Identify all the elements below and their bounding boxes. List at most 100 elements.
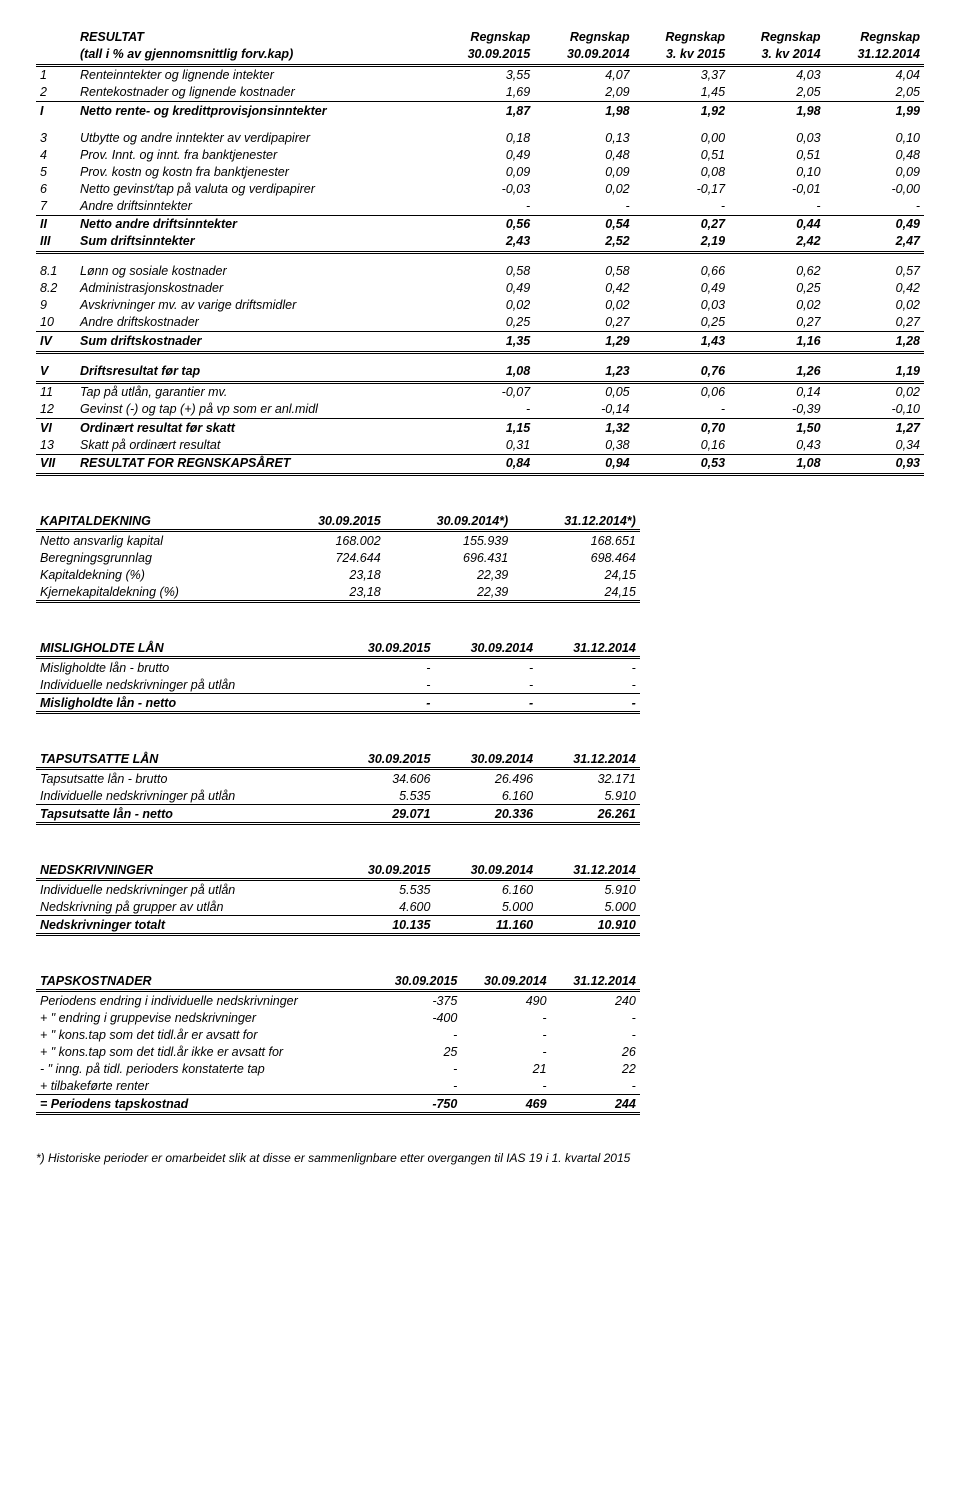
row-label: Tap på utlån, garantier mv. <box>76 382 435 401</box>
mini-value: 34.606 <box>332 769 435 788</box>
row-value: 0,18 <box>435 129 534 146</box>
row-value: 0,27 <box>729 314 824 332</box>
mini-col: 30.09.2014 <box>434 750 537 769</box>
row-value: 0,49 <box>435 146 534 163</box>
mini-value: - <box>434 694 537 713</box>
mini-value: - <box>461 1077 550 1095</box>
mini-col: 30.09.2015 <box>332 861 435 880</box>
mini-title: MISLIGHOLDTE LÅN <box>36 639 332 658</box>
mini-row: Misligholdte lån - brutto--- <box>36 658 640 677</box>
mini-label: + " kons.tap som det tidl.år er avsatt f… <box>36 1026 372 1043</box>
mini-value: - <box>551 1009 640 1026</box>
col-date: 30.09.2015 <box>435 45 534 65</box>
row-value: 0,49 <box>825 215 924 233</box>
row-value: 0,06 <box>634 382 729 401</box>
mini-label: Beregningsgrunnlag <box>36 549 272 566</box>
row-value: 4,04 <box>825 65 924 84</box>
row-index: 7 <box>36 197 76 215</box>
resultat-row: IIISum driftsinntekter2,432,522,192,422,… <box>36 233 924 253</box>
mini-table: TAPSUTSATTE LÅN30.09.201530.09.201431.12… <box>36 750 640 825</box>
mini-row: Individuelle nedskrivninger på utlån5.53… <box>36 787 640 805</box>
row-index: III <box>36 233 76 253</box>
mini-title: KAPITALDEKNING <box>36 512 272 531</box>
row-value: 1,98 <box>729 102 824 120</box>
mini-value: - <box>537 694 640 713</box>
resultat-row: 10Andre driftskostnader0,250,270,250,270… <box>36 314 924 332</box>
mini-value: 5.910 <box>537 880 640 899</box>
mini-table: KAPITALDEKNING30.09.201530.09.2014*)31.1… <box>36 512 640 603</box>
row-value: 1,28 <box>825 332 924 353</box>
mini-label: Individuelle nedskrivninger på utlån <box>36 880 332 899</box>
mini-value: 155.939 <box>385 531 513 550</box>
mini-label: Kapitaldekning (%) <box>36 566 272 583</box>
mini-row: + " kons.tap som det tidl.år er avsatt f… <box>36 1026 640 1043</box>
mini-value: 10.135 <box>332 916 435 935</box>
row-value: 0,03 <box>634 297 729 314</box>
mini-col: 31.12.2014 <box>551 972 640 991</box>
mini-row: Kapitaldekning (%)23,1822,3924,15 <box>36 566 640 583</box>
mini-col: 31.12.2014 <box>537 639 640 658</box>
mini-value: 724.644 <box>272 549 385 566</box>
mini-label: + tilbakeførte renter <box>36 1077 372 1095</box>
mini-col: 31.12.2014 <box>537 861 640 880</box>
row-value: 0,49 <box>634 280 729 297</box>
row-value: 0,54 <box>534 215 633 233</box>
row-value: 0,08 <box>634 163 729 180</box>
mini-row: Netto ansvarlig kapital168.002155.939168… <box>36 531 640 550</box>
row-label: Prov. kostn og kostn fra banktjenester <box>76 163 435 180</box>
col-date: 3. kv 2014 <box>729 45 824 65</box>
row-index: VI <box>36 419 76 437</box>
row-value: 0,02 <box>825 297 924 314</box>
mini-label: Misligholdte lån - brutto <box>36 658 332 677</box>
resultat-row: 3Utbytte og andre inntekter av verdipapi… <box>36 129 924 146</box>
resultat-subtitle: (tall i % av gjennomsnittlig forv.kap) <box>76 45 435 65</box>
row-value: 0,94 <box>534 454 633 475</box>
row-value: 0,09 <box>435 163 534 180</box>
resultat-row: 5Prov. kostn og kostn fra banktjenester0… <box>36 163 924 180</box>
mini-value: 5.535 <box>332 880 435 899</box>
mini-label: Kjernekapitaldekning (%) <box>36 583 272 602</box>
mini-value: 469 <box>461 1095 550 1114</box>
row-label: Renteinntekter og lignende intekter <box>76 65 435 84</box>
row-value: 1,45 <box>634 84 729 102</box>
resultat-row: 1Renteinntekter og lignende intekter3,55… <box>36 65 924 84</box>
row-value: 0,27 <box>534 314 633 332</box>
row-value: 1,35 <box>435 332 534 353</box>
mini-value: 6.160 <box>434 787 537 805</box>
row-value: 1,08 <box>729 454 824 475</box>
row-label: Utbytte og andre inntekter av verdipapir… <box>76 129 435 146</box>
mini-value: 32.171 <box>537 769 640 788</box>
row-label: Prov. Innt. og innt. fra banktjenester <box>76 146 435 163</box>
row-value: 1,23 <box>534 362 633 382</box>
row-value: 0,25 <box>435 314 534 332</box>
row-value: 2,05 <box>729 84 824 102</box>
footnote: *) Historiske perioder er omarbeidet sli… <box>36 1151 924 1165</box>
mini-value: 240 <box>551 991 640 1010</box>
resultat-row: 8.1Lønn og sosiale kostnader0,580,580,66… <box>36 263 924 280</box>
row-value: 2,42 <box>729 233 824 253</box>
mini-value: 26 <box>551 1043 640 1060</box>
row-value: 1,43 <box>634 332 729 353</box>
row-value: 1,29 <box>534 332 633 353</box>
row-value: 0,13 <box>534 129 633 146</box>
row-value: 0,93 <box>825 454 924 475</box>
col-date: 30.09.2014 <box>534 45 633 65</box>
mini-value: 5.000 <box>537 898 640 916</box>
row-value: 1,19 <box>825 362 924 382</box>
mini-row: Kjernekapitaldekning (%)23,1822,3924,15 <box>36 583 640 602</box>
row-value: - <box>634 197 729 215</box>
row-value: 0,02 <box>534 297 633 314</box>
row-value: - <box>825 197 924 215</box>
row-value: 1,08 <box>435 362 534 382</box>
row-index: 2 <box>36 84 76 102</box>
row-value: 0,09 <box>825 163 924 180</box>
row-label: Andre driftsinntekter <box>76 197 435 215</box>
col-date: 31.12.2014 <box>825 45 924 65</box>
row-value: 0,27 <box>825 314 924 332</box>
col-head: Regnskap <box>435 28 534 45</box>
mini-row: Tapsutsatte lån - brutto34.60626.49632.1… <box>36 769 640 788</box>
mini-row: = Periodens tapskostnad-750469244 <box>36 1095 640 1114</box>
mini-row: Tapsutsatte lån - netto29.07120.33626.26… <box>36 805 640 824</box>
mini-label: Nedskrivning på grupper av utlån <box>36 898 332 916</box>
row-value: -0,17 <box>634 180 729 197</box>
